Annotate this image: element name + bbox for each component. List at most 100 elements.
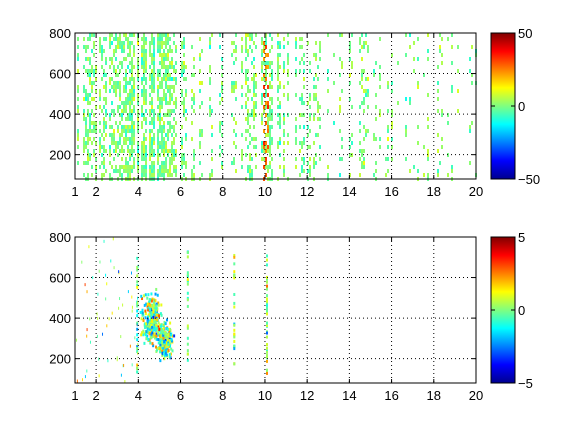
heatmap-cell [127,37,129,41]
heatmap-cell [148,321,151,325]
heatmap-cell [241,45,243,49]
heatmap-cell [265,101,267,105]
heatmap-cell [313,113,315,117]
heatmap-cell [151,97,153,101]
heatmap-cell [183,37,185,41]
heatmap-cell [111,57,113,61]
heatmap-cell [319,57,321,61]
heatmap-cell [147,293,150,297]
heatmap-cell [164,351,167,355]
heatmap-cell [233,323,236,327]
heatmap-cell [157,77,159,81]
heatmap-cell [137,169,139,173]
heatmap-cell [131,73,133,77]
heatmap-cell [83,161,85,165]
heatmap-cell [267,133,269,137]
heatmap-cell [261,93,263,97]
heatmap-cell [171,109,173,113]
heatmap-cell [145,173,147,177]
heatmap-cell [231,53,233,57]
heatmap-cell [117,129,119,133]
heatmap-cell [155,345,158,349]
heatmap-cell [89,77,91,81]
heatmap-cell [341,137,343,141]
heatmap-cell [121,41,123,45]
heatmap-cell [277,89,279,93]
heatmap-cell [199,89,201,93]
heatmap-cell [163,141,165,145]
heatmap-cell [137,300,139,304]
heatmap-cell [245,117,247,121]
heatmap-cell [181,61,183,65]
heatmap-cell [163,331,166,335]
heatmap-cell [169,342,172,346]
heatmap-cell [127,97,129,101]
heatmap-cell [233,85,235,89]
heatmap-cell [241,105,243,109]
heatmap-cell [241,93,243,97]
heatmap-cell [219,33,221,37]
heatmap-cell [112,237,114,241]
heatmap-cell [405,129,407,133]
heatmap-cell [141,308,144,312]
heatmap-cell [201,49,203,53]
heatmap-cell [123,45,125,49]
heatmap-cell [151,331,154,335]
heatmap-cell [173,137,175,141]
heatmap-cell [441,109,443,113]
heatmap-cell [173,69,175,73]
heatmap-cell [315,161,317,165]
heatmap-cell [253,125,255,129]
heatmap-cell [277,57,279,61]
heatmap-cell [141,121,143,125]
heatmap-cell [85,93,87,97]
heatmap-cell [263,145,265,149]
heatmap-cell [153,149,155,153]
heatmap-cell [193,57,195,61]
heatmap-cell [87,133,89,137]
heatmap-cell [303,61,305,65]
heatmap-cell [277,73,279,77]
heatmap-cell [133,157,135,161]
heatmap-cell [77,69,79,73]
heatmap-cell [89,117,91,121]
heatmap-cell [81,378,83,382]
heatmap-cell [231,81,233,85]
heatmap-cell [166,344,169,348]
heatmap-cell [263,61,265,65]
heatmap-cell [101,109,103,113]
heatmap-cell [181,157,183,161]
heatmap-cell [149,165,151,169]
heatmap-cell [159,81,161,85]
heatmap-cell [283,121,285,125]
heatmap-cell [405,33,407,37]
heatmap-cell [129,113,131,117]
heatmap-cell [269,33,271,37]
heatmap-cell [309,117,311,121]
colorbar-tick-label: 50 [518,26,532,41]
heatmap-cell [266,263,269,267]
heatmap-cell [241,153,243,157]
heatmap-cell [111,101,113,105]
heatmap-cell [277,65,279,69]
heatmap-cell [266,280,269,284]
heatmap-cell [363,41,365,45]
heatmap-cell [143,133,145,137]
heatmap-cell [253,41,255,45]
heatmap-cell [251,37,253,41]
heatmap-cell [269,137,271,141]
heatmap-cell [117,125,119,129]
heatmap-cell [149,311,152,315]
heatmap-cell [247,169,249,173]
heatmap-cell [235,133,237,137]
heatmap-cell [307,125,309,129]
heatmap-cell [397,101,399,105]
heatmap-cell [265,133,267,137]
heatmap-cell [121,109,123,113]
heatmap-cell [91,165,93,169]
heatmap-cell [161,105,163,109]
heatmap-cell [301,57,303,61]
heatmap-cell [148,298,151,302]
heatmap-cell [152,321,155,325]
heatmap-cell [105,125,107,129]
